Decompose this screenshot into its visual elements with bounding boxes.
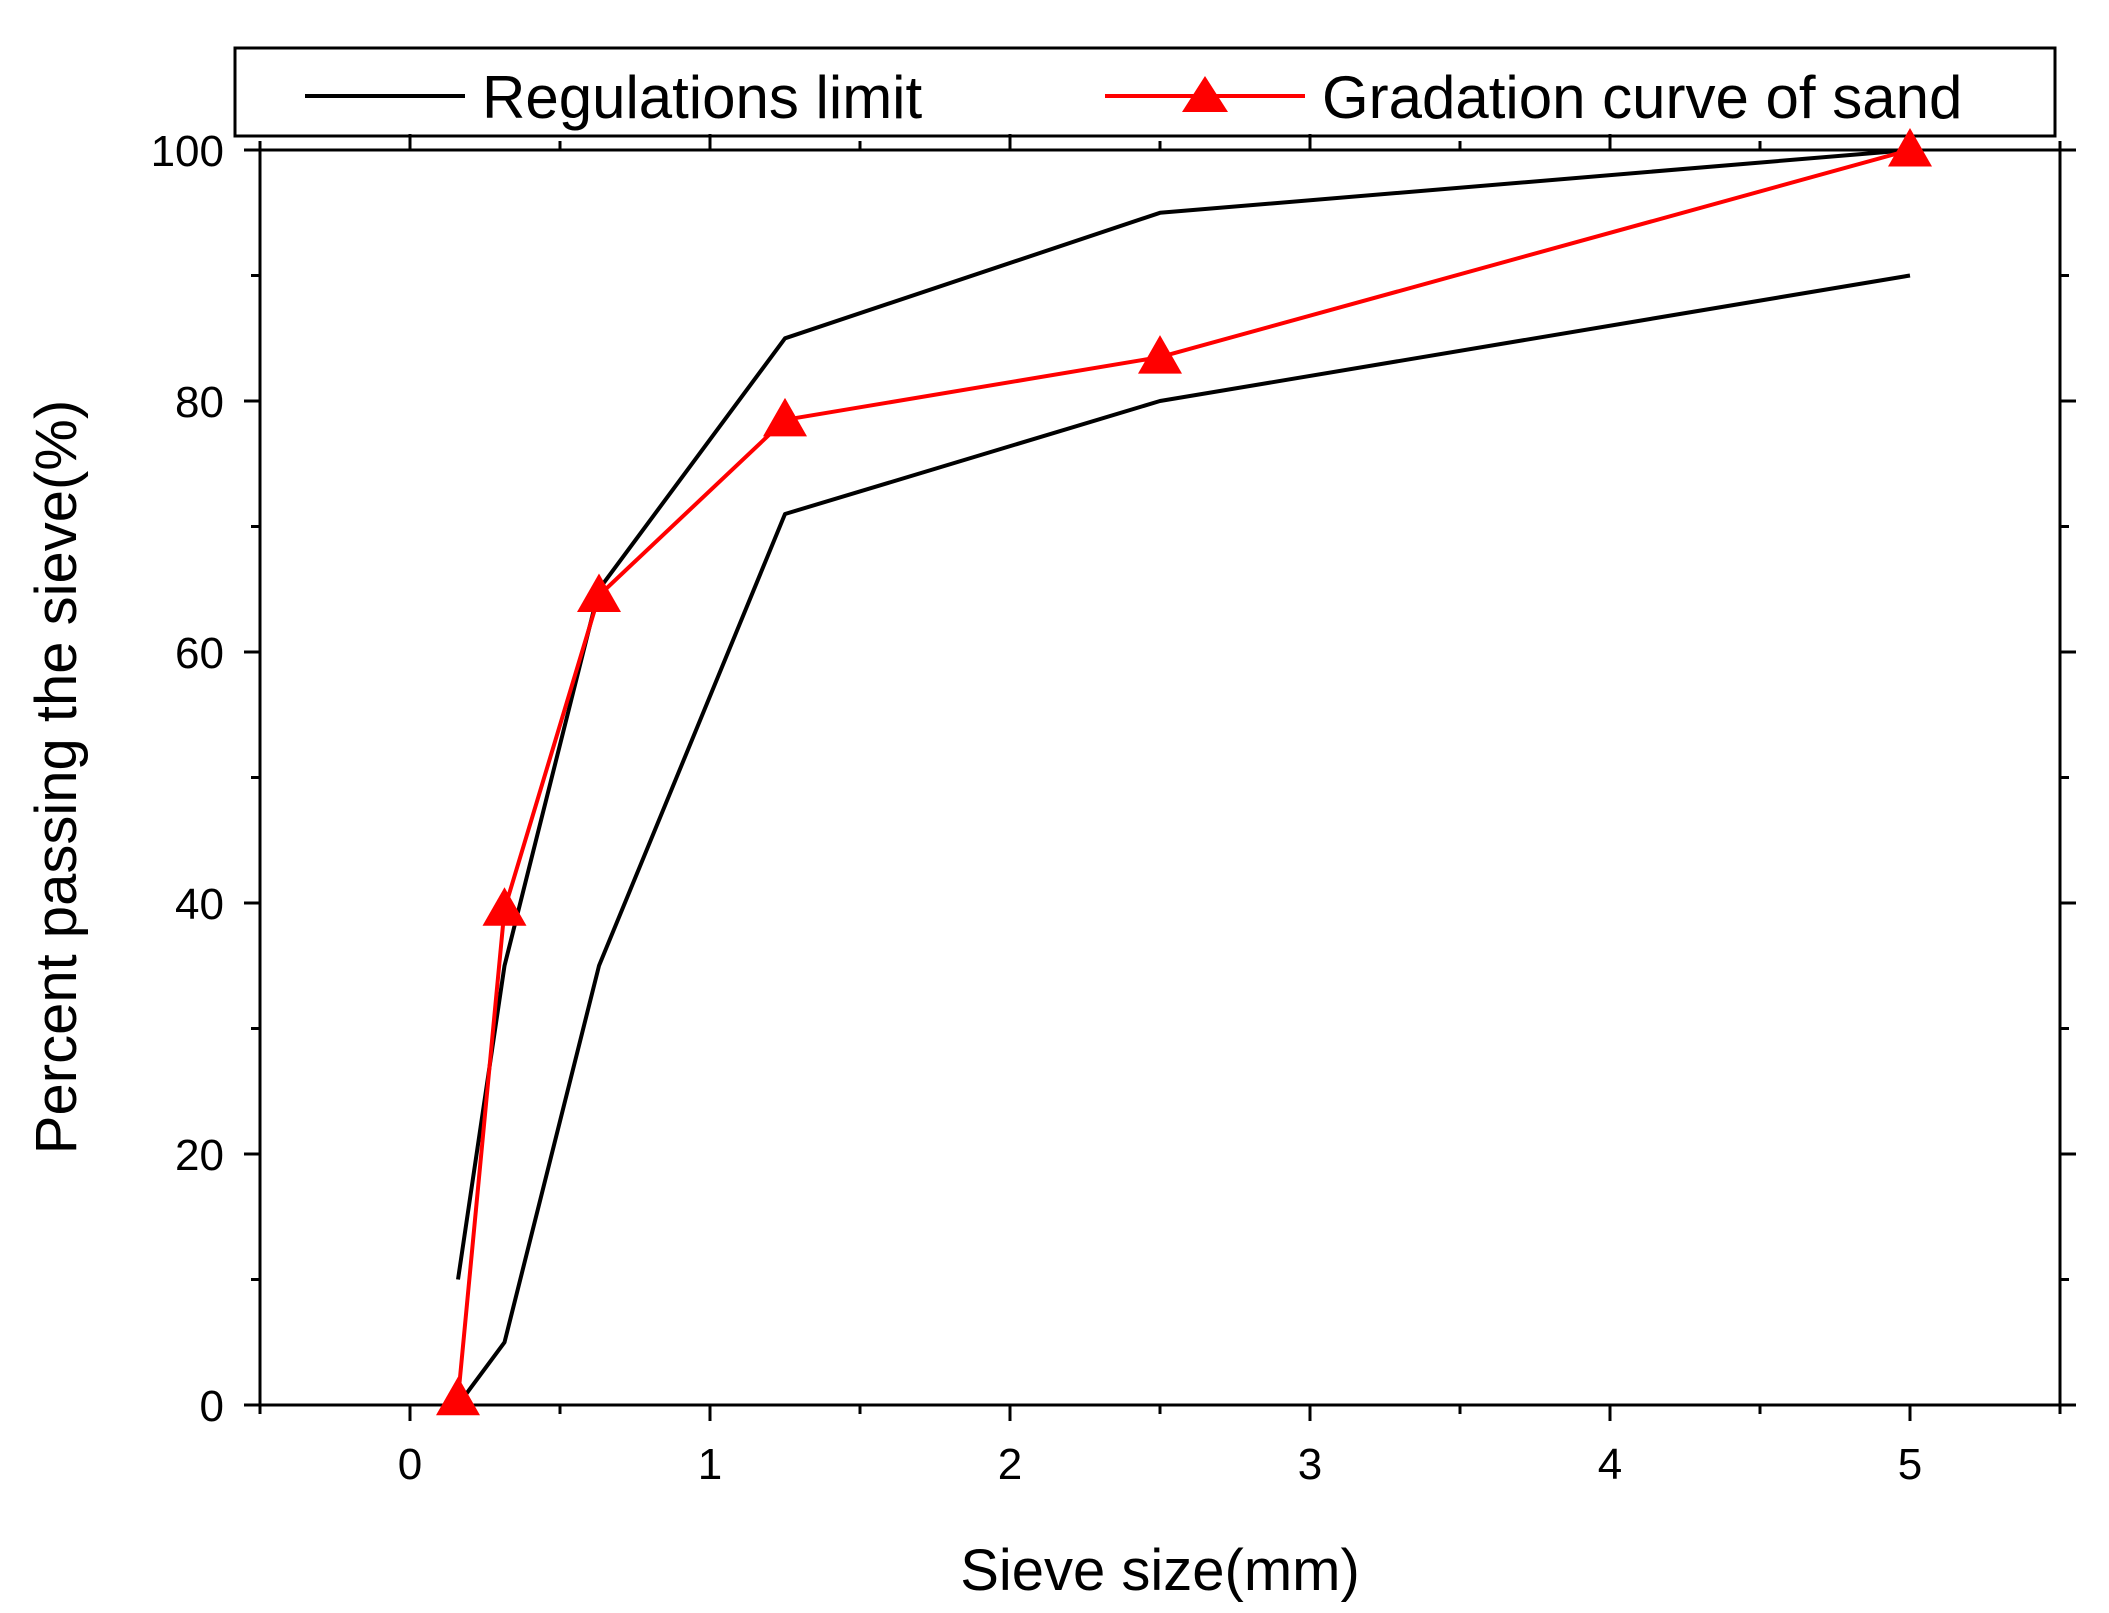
y-tick-label: 0 xyxy=(200,1382,224,1431)
data-series xyxy=(436,128,1932,1416)
data-point-marker xyxy=(482,887,527,926)
data-point-marker xyxy=(436,1376,480,1416)
data-point-marker xyxy=(1138,335,1182,374)
x-tick-label: 3 xyxy=(1298,1440,1322,1489)
legend-frame xyxy=(233,46,2057,138)
series-line-gradation-2 xyxy=(456,148,1911,1399)
legend-gradation-label: Gradation curve of sand xyxy=(1322,64,1962,131)
x-tick-label: 4 xyxy=(1598,1440,1622,1489)
y-tick-label: 20 xyxy=(175,1131,224,1180)
y-tick-label: 60 xyxy=(175,629,224,678)
y-tick-label: 80 xyxy=(175,378,224,427)
x-tick-label: 1 xyxy=(698,1440,722,1489)
series-line-regulations-0 xyxy=(456,148,1911,1280)
y-tick-label: 40 xyxy=(175,880,224,929)
data-point-marker xyxy=(763,397,807,437)
x-tick-label: 0 xyxy=(398,1440,422,1489)
legend: Regulations limit Gradation curve of san… xyxy=(233,46,2057,138)
axis-tick-labels: 0 1 2 3 4 5 0 20 40 60 80 100 xyxy=(151,127,1923,1489)
series-line-regulations-1 xyxy=(456,273,1911,1407)
x-axis-title: Sieve size(mm) xyxy=(960,1538,1360,1603)
legend-regulations-label: Regulations limit xyxy=(482,64,923,131)
y-axis-title: Percent passing the sieve(%) xyxy=(24,400,89,1154)
legend-gradation-marker xyxy=(1182,76,1228,112)
x-tick-label: 5 xyxy=(1898,1440,1922,1489)
data-point-marker xyxy=(577,573,621,613)
data-point-marker xyxy=(1888,128,1932,167)
axis-ticks xyxy=(244,134,2076,1421)
y-tick-label: 100 xyxy=(151,127,224,176)
x-tick-label: 2 xyxy=(998,1440,1022,1489)
